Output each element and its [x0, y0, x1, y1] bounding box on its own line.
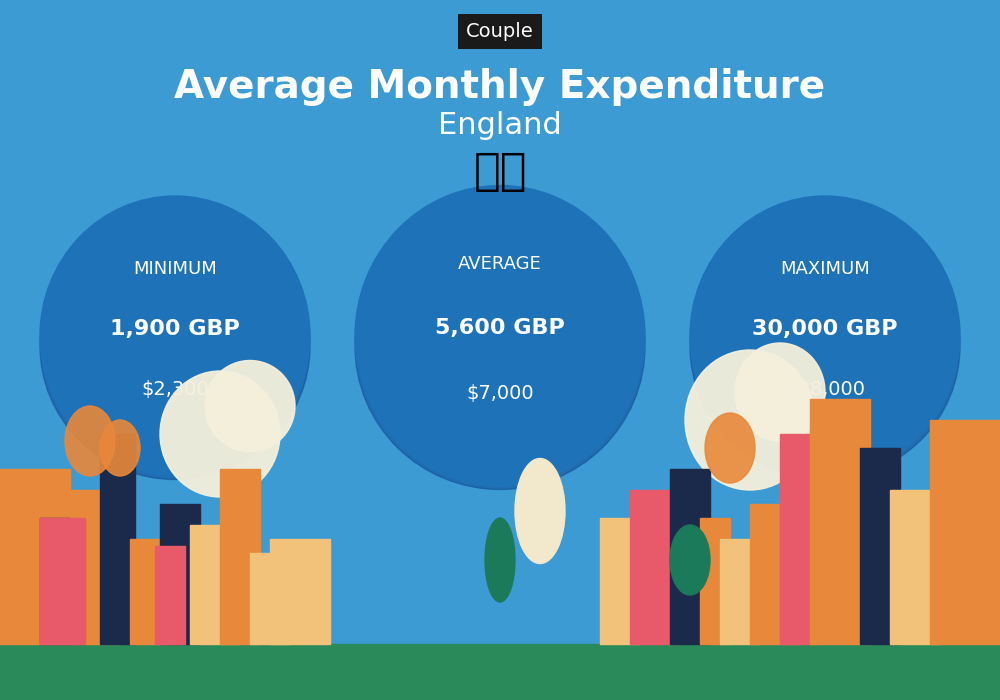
Bar: [40, 518, 85, 644]
Ellipse shape: [685, 350, 815, 490]
Ellipse shape: [485, 518, 515, 602]
Bar: [780, 434, 820, 644]
Ellipse shape: [40, 214, 310, 480]
Bar: [190, 525, 240, 644]
Text: England: England: [438, 111, 562, 141]
Text: Average Monthly Expenditure: Average Monthly Expenditure: [174, 69, 826, 106]
Text: MINIMUM: MINIMUM: [133, 260, 217, 278]
Bar: [810, 399, 870, 644]
Bar: [750, 504, 800, 644]
Bar: [860, 448, 900, 644]
Bar: [0, 469, 70, 644]
Text: AVERAGE: AVERAGE: [458, 255, 542, 273]
Bar: [40, 518, 85, 644]
Ellipse shape: [670, 525, 710, 595]
Bar: [670, 469, 710, 644]
Ellipse shape: [705, 413, 755, 483]
Text: 1,900 GBP: 1,900 GBP: [110, 319, 240, 339]
Text: $2,300: $2,300: [141, 379, 209, 399]
Ellipse shape: [690, 196, 960, 476]
Ellipse shape: [515, 458, 565, 564]
Bar: [155, 546, 185, 644]
Ellipse shape: [65, 406, 115, 476]
Text: $38,000: $38,000: [785, 379, 865, 399]
Bar: [890, 490, 940, 644]
Bar: [700, 518, 730, 644]
Bar: [720, 539, 760, 644]
Text: 5,600 GBP: 5,600 GBP: [435, 318, 565, 339]
Bar: [100, 434, 135, 644]
Ellipse shape: [100, 420, 140, 476]
Ellipse shape: [40, 196, 310, 476]
Text: Couple: Couple: [466, 22, 534, 41]
Bar: [160, 504, 200, 644]
Ellipse shape: [160, 371, 280, 497]
Ellipse shape: [355, 186, 645, 486]
Ellipse shape: [735, 343, 825, 441]
Bar: [70, 490, 120, 644]
Ellipse shape: [690, 214, 960, 480]
Text: $7,000: $7,000: [466, 384, 534, 402]
Bar: [930, 420, 1000, 644]
Bar: [600, 518, 640, 644]
Bar: [130, 539, 170, 644]
Text: 30,000 GBP: 30,000 GBP: [752, 319, 898, 339]
Ellipse shape: [205, 360, 295, 452]
Bar: [630, 490, 680, 644]
Bar: [0, 644, 1000, 700]
Bar: [270, 539, 330, 644]
Ellipse shape: [355, 204, 645, 489]
Text: 🇬🇧: 🇬🇧: [473, 150, 527, 193]
Bar: [250, 553, 290, 644]
Bar: [220, 469, 260, 644]
Text: MAXIMUM: MAXIMUM: [780, 260, 870, 278]
